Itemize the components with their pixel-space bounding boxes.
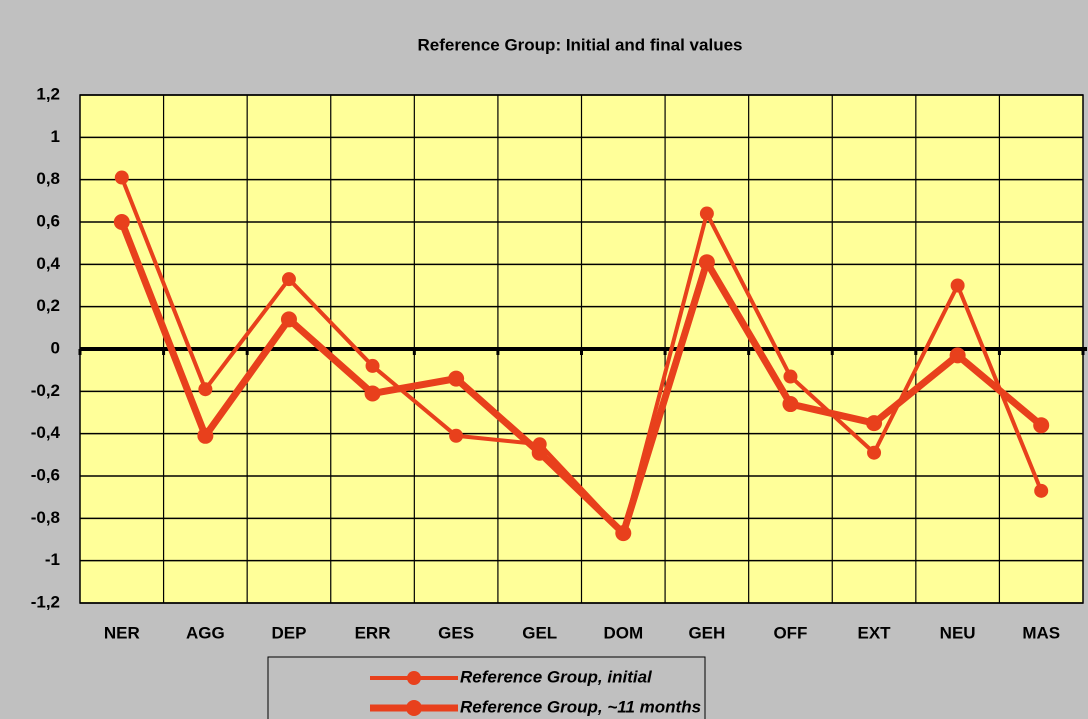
data-point bbox=[113, 214, 130, 230]
x-tick-label: NEU bbox=[940, 623, 976, 642]
data-point bbox=[1033, 417, 1050, 434]
x-tick-label: DEP bbox=[271, 623, 306, 642]
data-point bbox=[950, 278, 965, 293]
x-tick-label: GES bbox=[438, 623, 474, 642]
x-tick-label: GEL bbox=[522, 623, 557, 642]
x-tick-label: NER bbox=[104, 623, 140, 642]
x-tick-label: EXT bbox=[858, 623, 892, 642]
legend-label: Reference Group, ~11 months bbox=[460, 697, 701, 716]
x-tick-label: AGG bbox=[186, 623, 225, 642]
data-point bbox=[198, 382, 213, 397]
y-tick-label: 0 bbox=[51, 338, 60, 357]
data-point bbox=[114, 170, 129, 185]
legend-marker bbox=[407, 671, 421, 685]
data-point bbox=[699, 206, 714, 221]
data-point bbox=[615, 525, 632, 542]
y-tick-label: -1,2 bbox=[31, 592, 60, 611]
y-tick-label: -0,6 bbox=[31, 465, 60, 484]
y-tick-label: -1 bbox=[45, 550, 60, 569]
data-point bbox=[364, 385, 381, 402]
data-point bbox=[783, 369, 798, 384]
data-point bbox=[782, 396, 799, 413]
x-tick-label: ERR bbox=[355, 623, 391, 642]
x-tick-label: GEH bbox=[688, 623, 725, 642]
data-point bbox=[365, 358, 380, 373]
legend-marker bbox=[406, 700, 422, 716]
data-point bbox=[1034, 483, 1049, 498]
y-tick-label: -0,4 bbox=[31, 423, 61, 442]
chart-title: Reference Group: Initial and final value… bbox=[418, 35, 743, 54]
data-point bbox=[698, 254, 715, 271]
x-tick-label: DOM bbox=[603, 623, 643, 642]
series-line bbox=[118, 220, 1044, 537]
data-point bbox=[949, 347, 966, 364]
y-tick-label: -0,8 bbox=[31, 508, 60, 527]
data-point bbox=[281, 272, 296, 287]
y-tick-label: 1,2 bbox=[36, 84, 60, 103]
y-tick-label: 0,6 bbox=[36, 211, 60, 230]
x-tick-label: MAS bbox=[1022, 623, 1060, 642]
data-point bbox=[531, 444, 548, 461]
y-tick-label: 0,2 bbox=[36, 296, 60, 315]
data-point bbox=[197, 427, 214, 444]
data-point bbox=[866, 415, 883, 432]
legend-label: Reference Group, initial bbox=[460, 667, 653, 686]
y-tick-label: 0,8 bbox=[36, 169, 60, 188]
data-point bbox=[867, 445, 882, 460]
y-tick-label: 0,4 bbox=[36, 254, 60, 273]
x-tick-label: OFF bbox=[773, 623, 807, 642]
data-point bbox=[280, 311, 297, 328]
y-tick-label: -0,2 bbox=[31, 381, 60, 400]
legend-box bbox=[267, 656, 706, 719]
y-tick-label: 1 bbox=[51, 127, 60, 146]
data-point bbox=[448, 370, 465, 387]
data-point bbox=[449, 428, 464, 443]
